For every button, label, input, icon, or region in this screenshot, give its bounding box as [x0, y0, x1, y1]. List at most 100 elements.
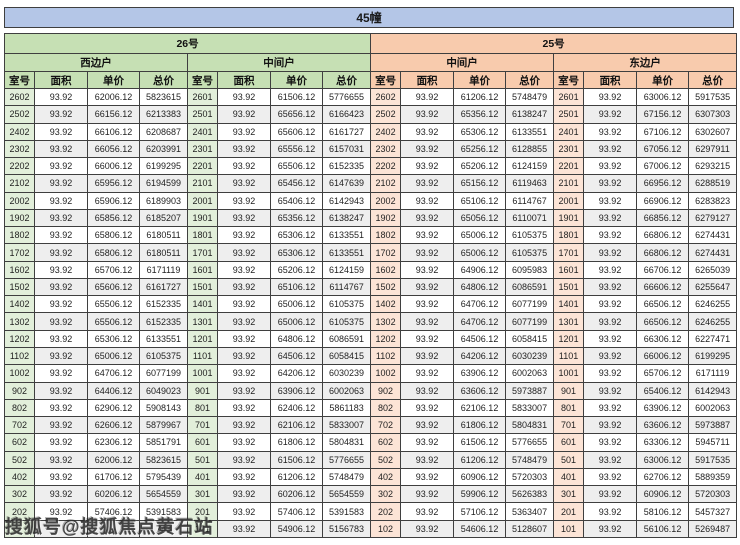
total-price-cell: 6110071: [505, 208, 555, 228]
area-cell: 93.92: [583, 364, 638, 383]
unit-price-cell: 66856.12: [636, 208, 690, 228]
area-cell: 93.92: [400, 467, 455, 487]
unit-price-cell: 65456.12: [270, 174, 323, 193]
room-cell: 2002: [4, 191, 35, 210]
total-price-cell: 6142943: [688, 381, 738, 400]
table-row: 2602 93.92 62006.12 5823615 2601 93.92 61506.1…: [4, 87, 738, 107]
watermark: 搜狐号@搜狐焦点黄石站: [5, 517, 214, 537]
total-price-cell: 5833007: [321, 416, 372, 435]
area-cell: 93.92: [400, 191, 455, 210]
total-price-cell: 5776655: [505, 433, 555, 452]
area-cell: 93.92: [217, 208, 271, 228]
room-cell: 1201: [187, 329, 218, 348]
unit-price-cell: 62106.12: [453, 398, 507, 418]
area-cell: 93.92: [217, 87, 271, 107]
area-cell: 93.92: [583, 139, 638, 159]
unit-price-cell: 65506.12: [87, 312, 140, 331]
room-cell: 2201: [553, 157, 585, 176]
total-price-cell: 6265039: [688, 260, 738, 279]
area-cell: 93.92: [400, 87, 455, 107]
total-price-cell: 6147639: [321, 174, 372, 193]
area-cell: 93.92: [400, 208, 455, 228]
table-row: 302 93.92 60206.12 5654559 301 93.92 60206.12 5…: [4, 485, 738, 504]
total-price-cell: 5748479: [321, 467, 372, 487]
room-cell: 2502: [4, 105, 35, 124]
total-price-cell: 6293215: [688, 157, 738, 176]
total-price-cell: 6297911: [688, 139, 738, 159]
room-cell: 2302: [4, 139, 35, 159]
total-price-cell: 6227471: [688, 329, 738, 348]
unit-price-cell: 65306.12: [270, 243, 323, 262]
area-cell: 93.92: [217, 485, 271, 504]
unit-price-cell: 67106.12: [636, 122, 690, 141]
area-cell: 93.92: [217, 329, 271, 348]
total-price-cell: 6030239: [321, 364, 372, 383]
area-cell: 93.92: [34, 105, 88, 124]
room-cell: 2501: [553, 105, 585, 124]
table-row: 1202 93.92 65306.12 6133551 1201 93.92 64806.1…: [4, 329, 738, 348]
total-price-cell: 5748479: [505, 450, 555, 469]
room-cell: 1401: [187, 295, 218, 314]
building-header: 25号: [370, 33, 738, 54]
room-cell: 2401: [553, 122, 585, 141]
room-cell: 1002: [4, 364, 35, 383]
total-price-cell: 6049023: [139, 381, 188, 400]
total-price-cell: 5945711: [688, 433, 738, 452]
area-cell: 93.92: [400, 243, 455, 262]
unit-price-cell: 65506.12: [87, 295, 140, 314]
unit-price-cell: 62006.12: [87, 450, 140, 469]
area-cell: 93.92: [400, 260, 455, 279]
area-cell: 93.92: [34, 312, 88, 331]
unit-price-cell: 60906.12: [453, 467, 507, 487]
table-row: 1702 93.92 65806.12 6180511 1701 93.92 65306.1…: [4, 243, 738, 262]
unit-price-cell: 64506.12: [270, 346, 323, 366]
room-cell: 1802: [4, 226, 35, 245]
total-price-cell: 5804831: [505, 416, 555, 435]
room-cell: 901: [187, 381, 218, 400]
room-cell: 2402: [370, 122, 402, 141]
area-cell: 93.92: [217, 433, 271, 452]
room-cell: 1902: [4, 208, 35, 228]
col-header-total-price: 总价: [505, 71, 555, 89]
total-price-cell: 6171119: [688, 364, 738, 383]
area-cell: 93.92: [400, 312, 455, 331]
room-cell: 902: [4, 381, 35, 400]
area-cell: 93.92: [400, 381, 455, 400]
unit-price-cell: 65606.12: [270, 122, 323, 141]
room-cell: 901: [553, 381, 585, 400]
area-cell: 93.92: [34, 485, 88, 504]
area-cell: 93.92: [583, 381, 638, 400]
col-header-unit-price: 单价: [87, 71, 140, 89]
col-header-area: 面积: [34, 71, 88, 89]
unit-price-cell: 65806.12: [87, 243, 140, 262]
unit-price-cell: 66056.12: [87, 139, 140, 159]
room-cell: 402: [4, 467, 35, 487]
area-cell: 93.92: [583, 226, 638, 245]
unit-price-cell: 65106.12: [270, 277, 323, 297]
total-price-cell: 6142943: [321, 191, 372, 210]
unit-price-cell: 67006.12: [636, 157, 690, 176]
unit-price-cell: 64506.12: [453, 329, 507, 348]
area-cell: 93.92: [583, 191, 638, 210]
area-cell: 93.92: [217, 139, 271, 159]
area-cell: 93.92: [583, 519, 638, 539]
area-cell: 93.92: [217, 398, 271, 418]
total-price-cell: 6288519: [688, 174, 738, 193]
room-cell: 702: [370, 416, 402, 435]
unit-price-cell: 65106.12: [453, 191, 507, 210]
area-cell: 93.92: [583, 433, 638, 452]
table-header: 26号 25号 西边户 中间户 中间户 东边户 室号 面积 单价 总价 室号 面积 单价 总价 室号 面积 单价…: [3, 33, 738, 89]
total-price-cell: 6058415: [321, 346, 372, 366]
room-cell: 2602: [4, 87, 35, 107]
area-cell: 93.92: [34, 243, 88, 262]
area-cell: 93.92: [400, 122, 455, 141]
area-cell: 93.92: [217, 122, 271, 141]
area-cell: 93.92: [400, 416, 455, 435]
unit-price-cell: 65006.12: [87, 346, 140, 366]
area-cell: 93.92: [217, 519, 271, 539]
total-price-cell: 5889359: [688, 467, 738, 487]
total-price-cell: 6246255: [688, 312, 738, 331]
room-cell: 401: [187, 467, 218, 487]
area-cell: 93.92: [34, 364, 88, 383]
total-price-cell: 6157031: [321, 139, 372, 159]
